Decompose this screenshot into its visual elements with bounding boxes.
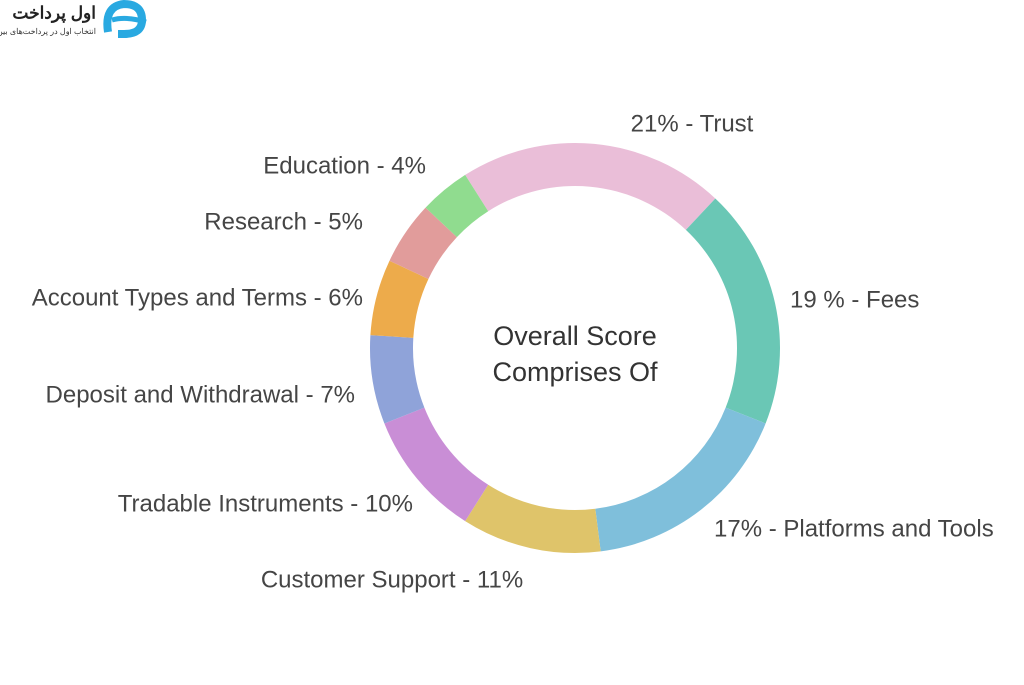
logo-tagline: انتخاب اول در پرداخت‌های بین المللی — [0, 27, 96, 36]
donut-slice — [465, 484, 601, 553]
donut-slice — [425, 174, 489, 238]
donut-slice — [370, 335, 425, 424]
donut-slice — [370, 260, 429, 338]
slice-label: Tradable Instruments - 10% — [118, 490, 413, 517]
logo-swoosh — [111, 15, 147, 25]
slice-label: 19 % - Fees — [790, 286, 919, 313]
slice-label: Education - 4% — [263, 152, 426, 179]
donut-slice — [465, 143, 716, 230]
slice-label: Customer Support - 11% — [261, 566, 523, 593]
center-title: Overall Score Comprises Of — [492, 321, 658, 387]
donut-slice — [389, 207, 457, 280]
slice-label: 17% - Platforms and Tools — [714, 515, 994, 542]
logo-name: اول پرداخت — [12, 3, 96, 23]
donut-slice — [384, 407, 489, 522]
donut-slice — [685, 198, 780, 424]
slice-label: Deposit and Withdrawal - 7% — [46, 381, 355, 408]
logo: اول پرداخت انتخاب اول در پرداخت‌های بین … — [0, 0, 147, 38]
slice-label: Research - 5% — [204, 208, 363, 235]
donut-slice — [595, 407, 766, 552]
slice-label: 21% - Trust — [631, 110, 754, 137]
logo-icon — [103, 0, 147, 38]
slice-label: Account Types and Terms - 6% — [32, 284, 363, 311]
